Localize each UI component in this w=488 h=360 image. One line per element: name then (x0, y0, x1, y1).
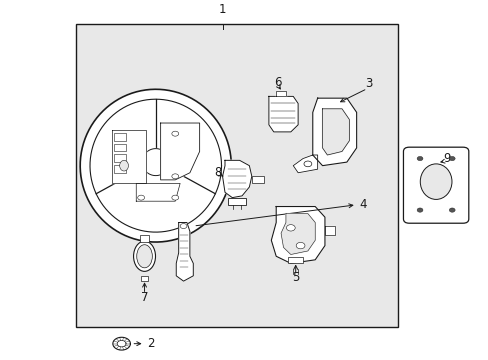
Bar (114, 154, 126, 162)
Circle shape (304, 161, 311, 167)
Circle shape (171, 195, 178, 200)
Polygon shape (176, 222, 193, 281)
Polygon shape (281, 213, 315, 255)
Ellipse shape (120, 160, 128, 171)
Text: 8: 8 (214, 166, 221, 179)
Polygon shape (325, 226, 334, 235)
Bar (251, 176, 264, 184)
Polygon shape (293, 155, 317, 173)
Circle shape (171, 131, 178, 136)
FancyBboxPatch shape (403, 147, 468, 223)
Polygon shape (312, 98, 356, 166)
Text: 4: 4 (358, 198, 366, 211)
Polygon shape (222, 160, 251, 198)
Polygon shape (136, 184, 180, 201)
Polygon shape (271, 207, 325, 264)
Polygon shape (276, 91, 285, 96)
Circle shape (416, 208, 422, 212)
Bar (114, 133, 126, 141)
Polygon shape (268, 96, 298, 132)
Polygon shape (142, 149, 169, 176)
Text: 5: 5 (291, 271, 299, 284)
Circle shape (448, 157, 454, 161)
Circle shape (416, 157, 422, 161)
Bar (228, 198, 245, 206)
Bar (140, 235, 149, 242)
Polygon shape (113, 337, 130, 350)
Text: 3: 3 (365, 77, 372, 90)
Circle shape (171, 174, 178, 179)
Ellipse shape (137, 245, 152, 268)
Ellipse shape (419, 164, 451, 199)
Polygon shape (322, 109, 348, 155)
Polygon shape (80, 89, 231, 242)
Text: 7: 7 (141, 291, 148, 303)
Text: 9: 9 (442, 152, 449, 165)
Bar (114, 165, 126, 173)
Text: 2: 2 (147, 337, 154, 350)
Circle shape (180, 224, 186, 229)
Polygon shape (112, 130, 146, 184)
Bar (288, 257, 303, 264)
Ellipse shape (133, 241, 155, 271)
Text: 1: 1 (218, 4, 226, 17)
Bar (76, 23, 397, 327)
Circle shape (286, 225, 295, 231)
Text: 6: 6 (273, 76, 281, 89)
Bar (141, 276, 148, 281)
Circle shape (448, 208, 454, 212)
Polygon shape (160, 123, 199, 180)
Bar (114, 144, 126, 152)
Circle shape (296, 242, 305, 249)
Circle shape (138, 195, 144, 200)
